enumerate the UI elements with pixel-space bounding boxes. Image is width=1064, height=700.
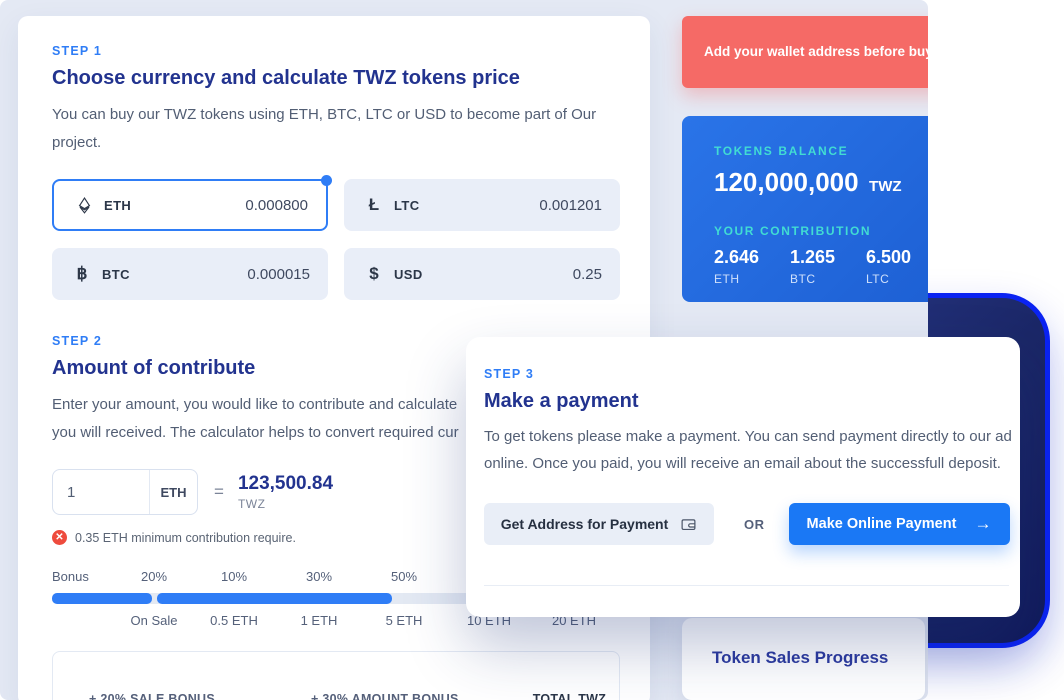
token-sales-progress-title: Token Sales Progress (712, 648, 889, 667)
conversion-result: 123,500.84 TWZ (238, 473, 333, 511)
btc-icon: ฿ (76, 264, 88, 283)
usd-icon: $ (369, 264, 379, 283)
step1-label: STEP 1 (52, 44, 103, 58)
currency-code: BTC (102, 266, 130, 282)
currency-options: ETH 0.000800 Ł LTC 0.001201 ฿ BTC 0.0000… (52, 175, 620, 300)
totals-summary-box: + 20% SALE BONUS + 30% AMOUNT BONUS TOTA… (52, 651, 620, 700)
contribution-ltc: 6.500 LTC (866, 247, 928, 286)
or-separator: OR (744, 516, 765, 532)
tokens-balance-label: TOKENS BALANCE (714, 144, 849, 158)
ltc-icon: Ł (368, 195, 380, 214)
amount-bonus-label: + 30% AMOUNT BONUS (311, 692, 459, 700)
amount-input-group: ETH (52, 469, 198, 515)
contribution-btc: 1.265 BTC (790, 247, 866, 286)
eth-icon (72, 196, 96, 214)
minimum-contribution-error: ✕ 0.35 ETH minimum contribution require. (52, 530, 620, 545)
bonus-percent: 20% (140, 569, 168, 584)
result-value: 123,500.84 (237, 473, 334, 494)
currency-rate: 0.001201 (539, 196, 602, 214)
currency-rate: 0.25 (572, 265, 602, 283)
currency-option-btc[interactable]: ฿ BTC 0.000015 (52, 248, 328, 300)
contribution-value: 6.500 (866, 247, 912, 267)
bonus-percent: 10% (220, 569, 248, 584)
step2-description: Enter your amount, you would like to con… (52, 391, 620, 447)
scale-label: 5 ETH (385, 613, 423, 628)
error-icon: ✕ (52, 530, 67, 545)
step3-label: STEP 3 (484, 367, 535, 381)
get-address-button[interactable]: Get Address for Payment (484, 503, 714, 545)
tokens-balance-card: TOKENS BALANCE 120,000,000 TWZ YOUR CONT… (682, 116, 928, 302)
payment-card-divider (484, 585, 1009, 586)
step3-description-line1: To get tokens please make a payment. You… (484, 428, 1012, 445)
amount-input[interactable] (53, 470, 149, 514)
tokens-balance-value: 120,000,000 (714, 167, 859, 197)
make-online-payment-label: Make Online Payment (806, 516, 957, 532)
step3-description: To get tokens please make a payment. You… (484, 423, 1020, 477)
bonus-fill-segment (157, 593, 392, 604)
currency-option-eth[interactable]: ETH 0.000800 (52, 175, 332, 231)
scale-label: On Sale (130, 613, 178, 628)
total-twz-label: TOTAL TWZ (532, 692, 607, 700)
contribution-currency: BTC (790, 272, 816, 286)
bonus-label: Bonus (52, 569, 89, 584)
wallet-address-alert[interactable]: Add your wallet address before buy (682, 16, 928, 88)
get-address-button-label: Get Address for Payment (500, 516, 669, 532)
tokens-balance-unit: TWZ (869, 178, 902, 195)
contribution-value: 1.265 (790, 247, 836, 267)
contribution-currency: ETH (714, 272, 740, 286)
scale-label: 0.5 ETH (210, 613, 258, 628)
currency-code: USD (394, 266, 423, 282)
currency-option-ltc[interactable]: Ł LTC 0.001201 (344, 179, 620, 231)
currency-rate: 0.000015 (247, 265, 310, 283)
your-contribution-label: YOUR CONTRIBUTION (714, 224, 872, 238)
currency-rate: 0.000800 (245, 196, 308, 214)
bonus-fill-segment (52, 593, 152, 604)
make-online-payment-button[interactable]: Make Online Payment → (788, 503, 1010, 545)
amount-unit-label: ETH (149, 470, 197, 514)
arrow-right-icon: → (974, 514, 992, 533)
result-unit: TWZ (237, 497, 266, 511)
token-sales-progress-card: Token Sales Progress (682, 618, 925, 700)
make-payment-card: STEP 3 Make a payment To get tokens plea… (466, 337, 1020, 617)
currency-code: ETH (104, 197, 132, 213)
error-text: 0.35 ETH minimum contribution require. (75, 530, 296, 545)
step3-description-line2: online. Once you paid, you will receive … (484, 455, 1001, 472)
bonus-percent: 30% (305, 569, 333, 584)
wallet-icon (680, 516, 697, 533)
step1-title: Choose currency and calculate TWZ tokens… (52, 67, 520, 89)
step2-description-line2: you will received. The calculator helps … (52, 424, 459, 441)
currency-code: LTC (394, 197, 420, 213)
selected-indicator-dot (321, 175, 332, 186)
currency-option-usd[interactable]: $ USD 0.25 (344, 248, 620, 300)
contribution-currency: LTC (866, 272, 890, 286)
equals-sign: = (214, 482, 224, 501)
bonus-percent: 50% (390, 569, 418, 584)
step1-description: You can buy our TWZ tokens using ETH, BT… (52, 106, 597, 151)
scale-label: 1 ETH (300, 613, 338, 628)
step2-title: Amount of contribute (52, 357, 256, 379)
sale-bonus-label: + 20% SALE BONUS (89, 692, 216, 700)
step3-title: Make a payment (484, 390, 639, 412)
contribution-value: 2.646 (714, 247, 760, 267)
contribution-eth: 2.646 ETH (714, 247, 790, 286)
step2-description-line1: Enter your amount, you would like to con… (52, 396, 458, 413)
step2-label: STEP 2 (52, 334, 103, 348)
